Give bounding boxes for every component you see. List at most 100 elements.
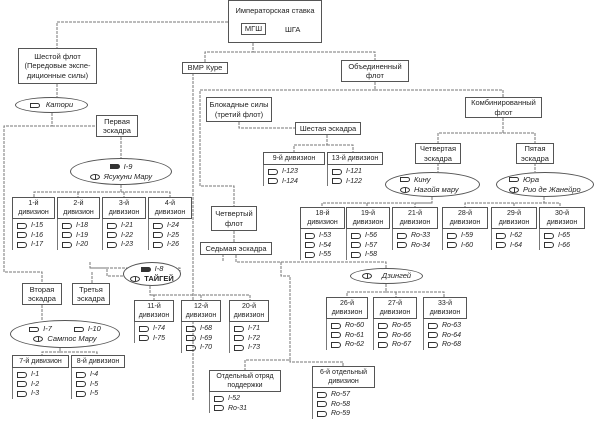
ship-name: I-73 [248,344,261,351]
seventh-squadron-box: Седьмая эскадра [200,242,272,255]
division-title: 1-й дивизион [12,197,55,219]
ship-item: Ro-66 [378,331,417,341]
submarine-icon [139,325,149,332]
submarine-icon [496,242,506,249]
submarine-icon [62,222,72,229]
ship-item: I-16 [17,231,55,241]
submarine-icon [305,251,315,258]
ship-list: I-71 I-72 I-73 [229,322,269,353]
ship-item: I-59 [447,231,488,241]
submarine-icon [331,322,341,329]
combined-fleet-box: Комбинированный флот [465,97,542,118]
division-box: 28-й дивизион I-59 I-60 [442,207,488,250]
division-title: 21-й дивизион [392,207,438,229]
ship-name: I-19 [76,231,89,239]
division-box: Отдельный отряд поддержки I-52 Ro-31 [209,370,281,413]
ship-item: Ro-34 [397,241,438,251]
tender-icon [33,336,44,342]
ship-item: Ro-60 [331,321,368,331]
submarine-icon [186,325,196,332]
cruiser-label: Кину [414,174,431,184]
ship-item: I-1 [17,370,69,380]
kinu-ellipse: Кину Нагойя мару [385,172,480,197]
submarine-icon [109,164,120,169]
vmr-kure-box: ВМР Куре [182,62,228,74]
division-box: 2-й дивизион I-18 I-19 I-20 [57,197,100,250]
ship-name: I-17 [31,241,44,248]
ship-item: I-54 [305,241,345,251]
ship-item: I-17 [17,240,55,250]
tender-icon [400,186,410,193]
submarine-icon [153,232,163,239]
ship-item: I-3 [17,389,69,399]
first-squadron-label: Первая эскадра [103,116,131,136]
ship-item: I-22 [107,231,146,241]
division-box: 18-й дивизион I-53 I-54 I-55 [300,207,345,260]
submarine-icon [186,335,196,342]
ship-name: I-53 [319,232,332,239]
ship-name: I-70 [200,344,213,351]
ship-name: Ro-60 [345,322,365,329]
submarine-icon [544,242,554,249]
submarine-icon [397,242,407,249]
division-title: 11-й дивизион [134,300,174,322]
combined-fleet-label: Комбинированный флот [471,98,536,117]
ship-item: I-64 [496,241,537,251]
submarine-icon [317,410,327,417]
santos-ellipse: I-7 I-10 Самтос Мару [10,320,120,348]
ship-item: Ro-63 [428,321,467,331]
submarine-icon [428,332,438,339]
ship-name: I-16 [31,231,44,239]
ship-name: Ro-62 [345,341,365,348]
ship-item: Ro-62 [331,340,368,350]
ship-item: I-62 [496,231,537,241]
submarine-icon [332,168,342,175]
mgsh-label: МГШ [244,24,263,34]
united-fleet-box: Объединенный флот [341,60,409,82]
ship-item: I-57 [351,241,390,251]
ship-list: I-15 I-16 I-17 [12,219,55,250]
submarine-icon [153,222,163,229]
division-title: 19-й дивизион [346,207,390,229]
cruiser-icon [400,177,410,182]
flagship-sub-label: I-8 [154,264,164,273]
ship-name: I-57 [365,241,378,249]
division-title: 8-й дивизион [71,355,125,368]
submarine-icon [317,391,327,398]
cruiser-icon [509,177,519,182]
submarine-icon [428,341,438,348]
ship-item: I-4 [76,370,125,380]
flagship-sub-label: I-10 [87,324,101,333]
division-title: 3-й дивизион [102,197,146,219]
shga-label: ШГА [285,25,301,34]
ship-item: I-19 [62,231,100,241]
sixth-squadron-box: Шестая эскадра [295,122,361,135]
ship-name: Ro-34 [411,241,431,249]
ship-name: I-75 [153,334,166,342]
ship-item: I-66 [544,241,585,251]
submarine-icon [331,341,341,348]
division-title: 12-й дивизион [181,300,221,322]
division-box: 20-й дивизион I-71 I-72 I-73 [229,300,269,353]
ship-name: Ro-63 [442,322,462,329]
ship-list: Ro-57 Ro-58 Ro-59 [312,388,375,419]
division-box: 26-й дивизион Ro-60 Ro-61 Ro-62 [326,297,368,350]
sixth-fleet-label: Шестой флот (Передовые экспе-диционные с… [24,51,91,80]
ship-name: I-55 [319,251,332,258]
imperial-hq-box: Императорская ставка [228,0,322,43]
ship-item: I-69 [186,334,221,344]
ship-name: I-3 [31,390,40,397]
division-box: 7-й дивизион I-1 I-2 I-3 [12,355,69,399]
ship-name: I-68 [200,325,213,332]
ship-list: I-4 I-5 I-5 [71,368,125,399]
ship-list: I-18 I-19 I-20 [57,219,100,250]
submarine-icon [73,326,84,332]
flagship-sub-label: I-9 [123,161,133,171]
tender-label: ТАЙГЕЙ [144,274,174,283]
submarine-icon [29,326,40,332]
imperial-hq-title: Императорская ставка [235,6,315,15]
division-box: 12-й дивизион I-68 I-69 I-70 [181,300,221,353]
ship-name: Ro-64 [442,331,462,339]
ship-item: I-20 [62,240,100,250]
